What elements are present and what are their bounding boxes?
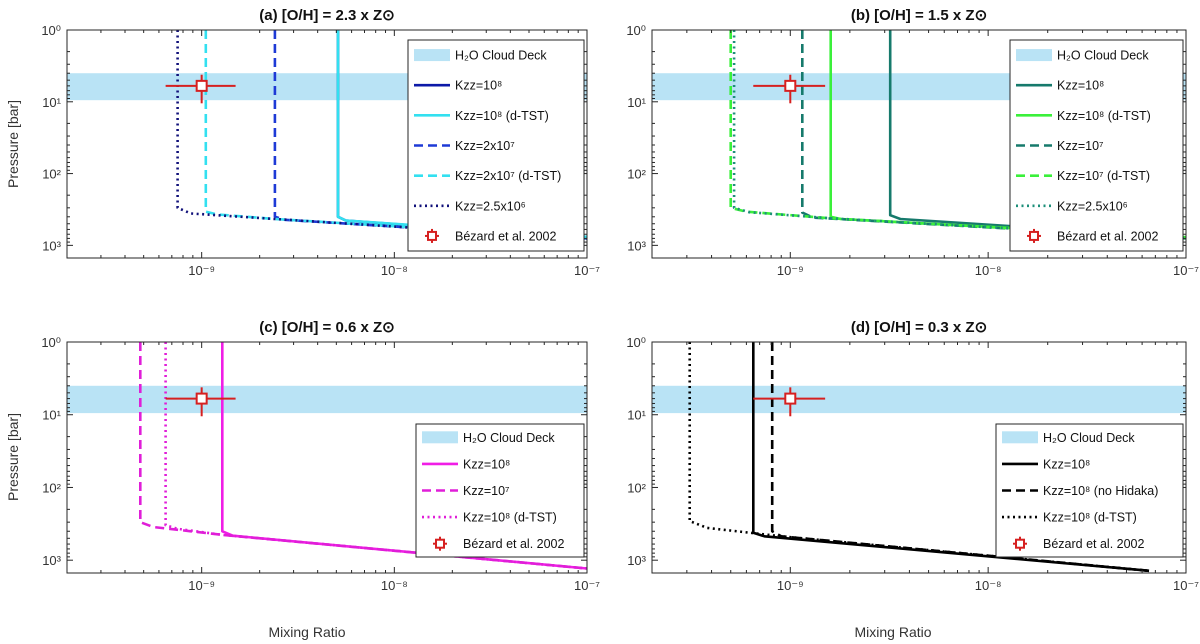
legend-obs-marker <box>427 230 437 241</box>
legend-box <box>995 423 1184 558</box>
y-tick-label: 10² <box>42 167 61 182</box>
axes-box <box>651 341 1187 574</box>
observation-marker <box>195 79 208 92</box>
legend-box <box>407 39 585 252</box>
axes-box <box>651 29 1187 259</box>
legend-label: Kzz=2x10⁷ <box>455 139 515 153</box>
legend-obs-marker <box>1029 230 1039 241</box>
legend-cloud-swatch <box>1002 431 1038 444</box>
x-tick-label: 10⁻⁷ <box>1173 263 1199 278</box>
panel-title: (d) [O/H] = 0.3 x Z⊙ <box>851 319 987 336</box>
legend-label: Bézard et al. 2002 <box>1043 537 1145 551</box>
legend-label: H₂O Cloud Deck <box>455 49 547 63</box>
x-tick-label: 10⁻⁹ <box>777 578 804 593</box>
y-tick-label: 10⁰ <box>626 335 646 350</box>
legend-label: H₂O Cloud Deck <box>463 431 555 445</box>
y-axis-label-top: Pressure [bar] <box>5 100 21 188</box>
legend-label: Kzz=10⁷ <box>1057 139 1104 153</box>
legend: H₂O Cloud Deck Kzz=10⁸ Kzz=10⁷ Kzz=10⁸ (d-T… <box>415 423 585 558</box>
legend-label: Kzz=10⁸ <box>1043 457 1090 471</box>
series-line-3 <box>729 30 1186 240</box>
series-line-2 <box>164 342 587 570</box>
legend-obs-marker <box>1015 538 1025 549</box>
panel-a: (a) [O/H] = 2.3 x Z⊙ 10⁰ 10¹ 10² 10³ 10⁻⁹ 10⁻⁸… <box>41 7 600 278</box>
x-axis-label-left: Mixing Ratio <box>268 624 345 640</box>
x-tick-label: 10⁻⁸ <box>975 578 1002 593</box>
panel-title: (b) [O/H] = 1.5 x Z⊙ <box>851 7 987 24</box>
legend-obs-marker <box>435 538 445 549</box>
y-tick-label: 10⁰ <box>41 23 61 38</box>
legend-cloud-swatch <box>414 49 450 62</box>
legend-label: Kzz=2.5x10⁶ <box>455 199 526 213</box>
y-tick-label: 10³ <box>627 238 646 253</box>
y-tick-label: 10³ <box>42 238 61 253</box>
y-tick-label: 10¹ <box>627 408 646 423</box>
x-axis-label-right: Mixing Ratio <box>854 624 931 640</box>
y-tick-label: 10¹ <box>42 408 61 423</box>
observation-marker <box>195 392 208 405</box>
x-tick-label: 10⁻⁹ <box>777 263 804 278</box>
panel-title: (c) [O/H] = 0.6 x Z⊙ <box>259 319 395 336</box>
series-group <box>139 342 587 570</box>
legend: H₂O Cloud Deck Kzz=10⁸ Kzz=10⁸ (d-TST) Kzz=… <box>1009 39 1184 252</box>
x-tick-label: 10⁻⁸ <box>381 578 408 593</box>
panel-d: (d) [O/H] = 0.3 x Z⊙ 10⁰ 10¹ 10² 10³ 10⁻⁹ 10⁻⁸… <box>626 319 1199 593</box>
panel-title: (a) [O/H] = 2.3 x Z⊙ <box>259 7 395 24</box>
legend-label: Kzz=2.5x10⁶ <box>1057 199 1128 213</box>
series-line-4 <box>176 30 587 241</box>
series-line-4 <box>732 30 1186 240</box>
legend: H₂O Cloud Deck Kzz=10⁸ Kzz=10⁸ (no Hidaka)… <box>995 423 1184 558</box>
y-tick-label: 10² <box>627 480 646 495</box>
legend-label: Kzz=10⁸ <box>455 79 502 93</box>
legend-label: Kzz=10⁸ <box>463 457 510 471</box>
legend: H₂O Cloud Deck Kzz=10⁸ Kzz=10⁸ (d-TST) Kzz=… <box>407 39 585 252</box>
axes-box <box>66 341 588 574</box>
panel-b: (b) [O/H] = 1.5 x Z⊙ 10⁰ 10¹ 10² 10³ 10⁻⁹ 10⁻⁸… <box>626 7 1199 278</box>
y-tick-label: 10¹ <box>42 95 61 110</box>
x-tick-label: 10⁻⁹ <box>188 578 215 593</box>
legend-cloud-swatch <box>1016 49 1052 62</box>
y-tick-label: 10³ <box>627 553 646 568</box>
legend-label: Kzz=10⁸ (d-TST) <box>463 511 557 525</box>
x-tick-label: 10⁻⁷ <box>1173 578 1199 593</box>
legend-label: Kzz=10⁸ <box>1057 79 1104 93</box>
cloud-deck-band <box>652 385 1186 414</box>
x-tick-label: 10⁻⁸ <box>975 263 1002 278</box>
legend-label: Kzz=10⁸ (d-TST) <box>455 109 549 123</box>
x-tick-label: 10⁻⁹ <box>188 263 215 278</box>
series-line-2 <box>801 30 1186 240</box>
series-line-0 <box>752 342 1150 573</box>
legend-cloud-swatch <box>422 431 458 444</box>
observation-marker <box>784 79 797 92</box>
x-tick-label: 10⁻⁷ <box>574 578 600 593</box>
x-tick-label: 10⁻⁷ <box>574 263 600 278</box>
y-tick-label: 10⁰ <box>41 335 61 350</box>
legend-label: Kzz=10⁷ (d-TST) <box>1057 169 1150 183</box>
legend-label: H₂O Cloud Deck <box>1043 431 1135 445</box>
legend-label: Bézard et al. 2002 <box>463 537 565 551</box>
panel-c: (c) [O/H] = 0.6 x Z⊙ 10⁰ 10¹ 10² 10³ 10⁻⁹ 10⁻⁸… <box>41 319 600 593</box>
legend-label: Bézard et al. 2002 <box>1057 229 1159 243</box>
y-tick-label: 10² <box>627 167 646 182</box>
x-tick-label: 10⁻⁸ <box>381 263 408 278</box>
y-tick-label: 10⁰ <box>626 23 646 38</box>
y-axis-label-bottom: Pressure [bar] <box>5 413 21 501</box>
cloud-deck-band <box>67 385 587 414</box>
legend-label: Bézard et al. 2002 <box>455 229 557 243</box>
legend-label: Kzz=10⁸ (d-TST) <box>1057 109 1151 123</box>
legend-label: Kzz=2x10⁷ (d-TST) <box>455 169 561 183</box>
legend-label: Kzz=10⁸ (d-TST) <box>1043 511 1137 525</box>
legend-label: Kzz=10⁷ <box>463 484 510 498</box>
y-tick-label: 10² <box>42 480 61 495</box>
y-tick-label: 10¹ <box>627 95 646 110</box>
series-group <box>688 342 1150 573</box>
axes-box <box>66 29 588 259</box>
y-tick-label: 10³ <box>42 553 61 568</box>
observation-marker <box>784 392 797 405</box>
legend-label: H₂O Cloud Deck <box>1057 49 1149 63</box>
legend-label: Kzz=10⁸ (no Hidaka) <box>1043 484 1158 498</box>
